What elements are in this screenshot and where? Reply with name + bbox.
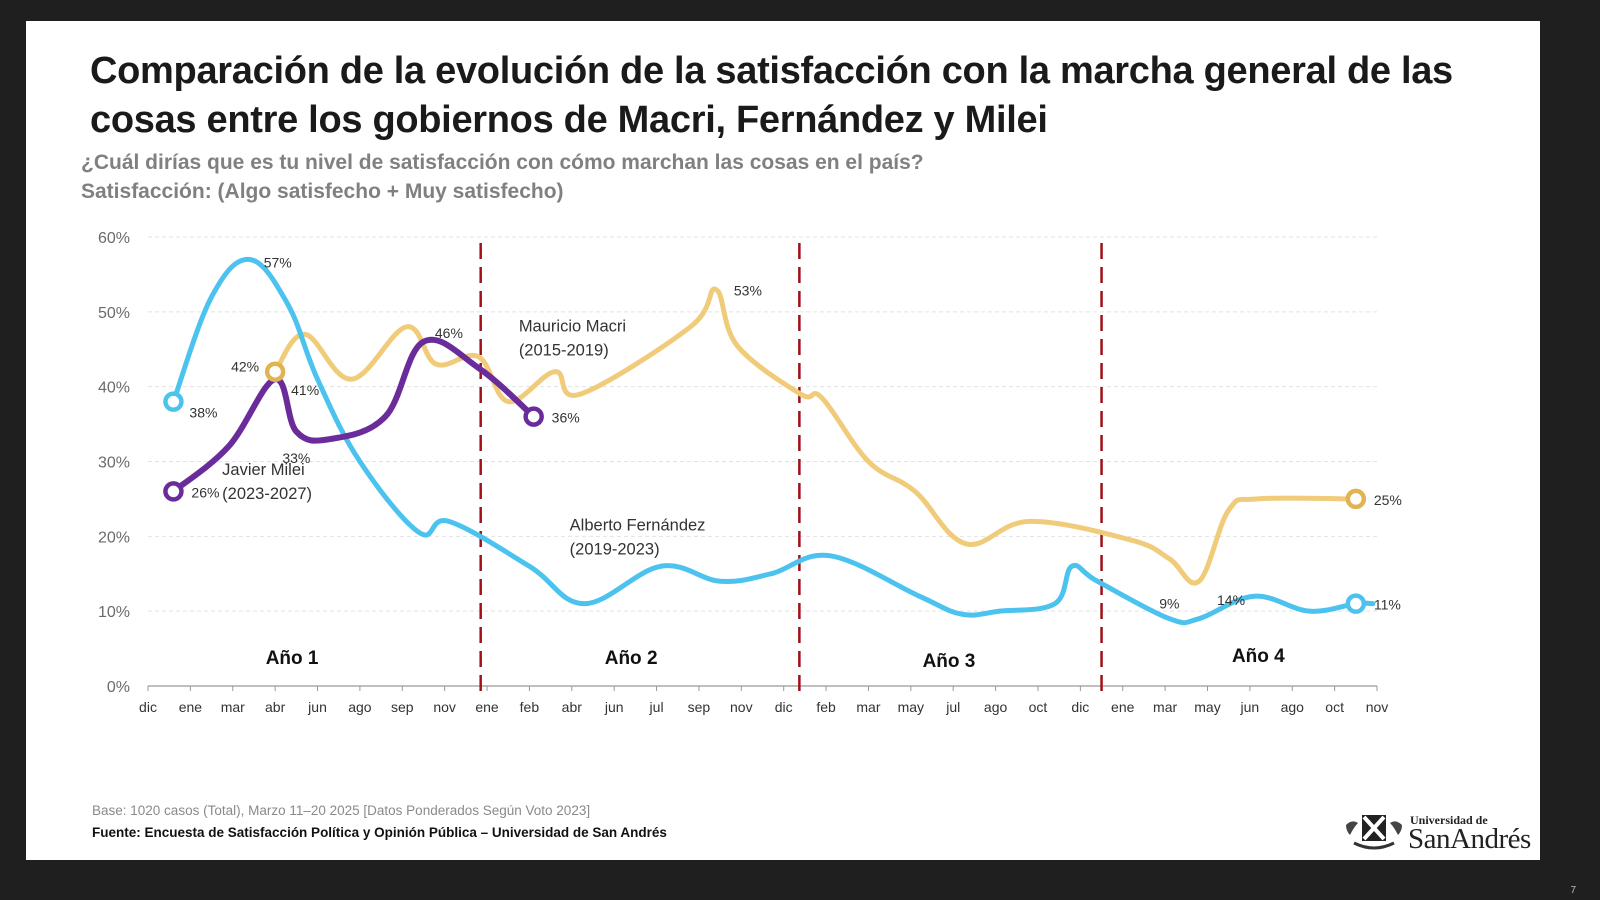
- data-label-fernandez: 57%: [264, 254, 292, 270]
- data-label-milei: 33%: [282, 450, 310, 466]
- x-tick-label: ago: [348, 699, 372, 715]
- series-end-marker: [523, 406, 544, 427]
- x-tick-label: nov: [1366, 699, 1389, 715]
- data-label-milei: 26%: [191, 484, 219, 500]
- subtitle-measure: Satisfacción: (Algo satisfecho + Muy sat…: [81, 180, 564, 203]
- series-line-macri: [272, 286, 1359, 586]
- subtitle: ¿Cuál dirías que es tu nivel de satisfac…: [81, 148, 924, 206]
- year-labels: Año 1 Año 2 Año 3 Año 4: [266, 646, 1285, 672]
- series-period-milei: (2023-2027): [222, 485, 312, 503]
- subtitle-question: ¿Cuál dirías que es tu nivel de satisfac…: [81, 151, 924, 174]
- series-name-macri: Mauricio Macri: [519, 317, 626, 335]
- data-label-milei: 36%: [552, 410, 580, 426]
- x-tick-label: mar: [1153, 699, 1177, 715]
- x-tick-label: jul: [945, 699, 960, 715]
- series-line-fernandez: [170, 256, 1376, 626]
- x-tick-label: ene: [475, 699, 499, 715]
- x-tick-label: feb: [520, 699, 540, 715]
- x-tick-label: nov: [433, 699, 456, 715]
- year-label: Año 4: [1232, 646, 1285, 667]
- x-axis: dic ene mar abr jun ago sep nov ene feb abr jun jul s…: [139, 685, 1389, 715]
- series-start-marker: [163, 481, 184, 502]
- data-labels: 42% 53% 14% 25% 38% 57% 9% 11% 26% 41% 33% 46% 36%: [189, 254, 1401, 612]
- x-tick-label: jul: [649, 699, 664, 715]
- data-label-macri: 42%: [231, 359, 259, 375]
- series-markers: [163, 361, 1367, 614]
- data-label-milei: 41%: [291, 382, 319, 398]
- page-title: Comparación de la evolución de la satisf…: [90, 50, 1453, 141]
- y-tick-label: 30%: [98, 455, 130, 472]
- series-end-marker: [1345, 488, 1367, 510]
- x-tick-label: jun: [307, 699, 327, 715]
- crest-icon: [1346, 815, 1402, 850]
- data-label-fernandez: 9%: [1159, 596, 1179, 612]
- x-tick-label: dic: [139, 699, 157, 715]
- x-tick-label: feb: [816, 699, 836, 715]
- series-name-milei: Javier Milei: [222, 461, 305, 479]
- series-start-marker: [163, 391, 184, 412]
- year-label: Año 3: [923, 651, 976, 672]
- x-tick-label: ago: [1281, 699, 1305, 715]
- x-tick-label: ago: [984, 699, 1008, 715]
- footer-base-note: Base: 1020 casos (Total), Marzo 11–20 20…: [92, 803, 591, 818]
- data-label-macri: 25%: [1374, 492, 1402, 508]
- y-tick-label: 40%: [98, 380, 130, 397]
- series-period-fernandez: (2019-2023): [570, 540, 660, 558]
- x-tick-label: may: [1194, 699, 1220, 715]
- data-label-milei: 46%: [435, 325, 463, 341]
- x-tick-label: ene: [1111, 699, 1135, 715]
- x-tick-label: nov: [730, 699, 753, 715]
- series-line-milei: [170, 336, 537, 495]
- data-label-macri: 14%: [1217, 592, 1245, 608]
- series-end-marker: [1345, 593, 1367, 614]
- data-label-fernandez: 11%: [1374, 597, 1401, 613]
- y-tick-label: 10%: [98, 604, 130, 621]
- year-dividers: [479, 243, 1103, 692]
- y-tick-label: 60%: [98, 230, 130, 247]
- footer-source-note: Fuente: Encuesta de Satisfacción Polític…: [92, 825, 667, 840]
- data-label-macri: 53%: [734, 282, 762, 298]
- x-tick-label: abr: [265, 699, 286, 715]
- series-name-fernandez: Alberto Fernández: [570, 516, 706, 534]
- year-label: Año 1: [266, 648, 319, 669]
- logo-text-small: Universidad de: [1410, 813, 1488, 827]
- page-number: 7: [1570, 885, 1576, 896]
- x-tick-label: dic: [775, 699, 793, 715]
- x-tick-label: oct: [1325, 699, 1344, 715]
- x-tick-label: may: [898, 699, 924, 715]
- x-tick-label: sep: [688, 699, 711, 715]
- y-tick-label: 0%: [107, 679, 130, 696]
- series-lines: [170, 256, 1376, 626]
- y-tick-label: 50%: [98, 305, 130, 322]
- slide: Comparación de la evolución de la satisf…: [26, 21, 1540, 860]
- series-start-marker: [264, 361, 286, 382]
- gridlines: [148, 236, 1378, 612]
- x-tick-label: sep: [391, 699, 414, 715]
- x-tick-label: jun: [1240, 699, 1260, 715]
- x-tick-label: jun: [604, 699, 624, 715]
- y-axis: 0% 10% 20% 30% 40% 50% 60%: [98, 230, 130, 696]
- x-tick-label: oct: [1029, 699, 1048, 715]
- logo-text-big: SanAndrés: [1408, 823, 1531, 855]
- y-tick-label: 20%: [98, 529, 130, 546]
- university-logo: Universidad de SanAndrés: [1342, 811, 1542, 855]
- x-tick-label: abr: [562, 699, 583, 715]
- x-tick-label: ene: [179, 699, 203, 715]
- x-tick-label: mar: [221, 699, 245, 715]
- series-period-macri: (2015-2019): [519, 341, 609, 359]
- x-tick-label: dic: [1071, 699, 1089, 715]
- data-label-fernandez: 38%: [189, 405, 217, 421]
- year-label: Año 2: [605, 648, 658, 669]
- x-tick-label: mar: [856, 699, 880, 715]
- series-annotations: Mauricio Macri (2015-2019) Alberto Fernánd…: [222, 317, 705, 558]
